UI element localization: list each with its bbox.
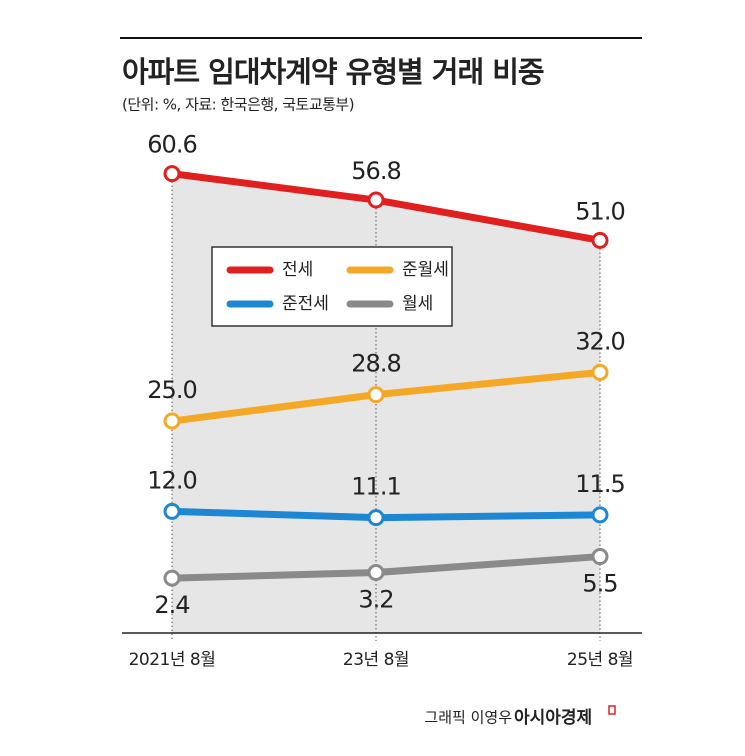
legend-box (211, 246, 453, 327)
point (163, 165, 181, 183)
legend-label: 준전세 (282, 294, 329, 314)
value-label: 11.1 (351, 473, 400, 501)
point (591, 363, 609, 381)
legend-label: 월세 (402, 294, 433, 314)
value-label: 2.4 (154, 591, 189, 619)
point (163, 569, 181, 587)
chart-title: 아파트 임대차계약 유형별 거래 비중 (122, 55, 544, 89)
point (367, 191, 385, 209)
value-label: 12.0 (147, 466, 196, 494)
value-label: 28.8 (351, 350, 400, 378)
brand: 아시아경제 (514, 708, 592, 728)
plot: 2021년 8월 23년 8월 25년 8월 60.6 56.8 51.0 25.0 28.8… (122, 131, 642, 670)
value-label: 3.2 (358, 586, 393, 614)
legend-label: 전세 (282, 260, 313, 280)
x-tick-label: 25년 8월 (567, 650, 633, 670)
x-tick-label: 23년 8월 (343, 650, 409, 670)
point (591, 231, 609, 249)
credit: 그래픽 이영우 (424, 709, 512, 727)
legend-label: 준월세 (402, 260, 449, 280)
value-label: 60.6 (147, 131, 196, 159)
value-label: 25.0 (147, 376, 196, 404)
value-label: 5.5 (582, 570, 617, 598)
point (591, 548, 609, 566)
value-label: 32.0 (575, 327, 624, 355)
value-label: 56.8 (351, 157, 400, 185)
point (591, 506, 609, 524)
point (367, 509, 385, 527)
x-tick-label: 2021년 8월 (129, 650, 216, 670)
point (163, 412, 181, 430)
value-label: 51.0 (575, 197, 624, 225)
point (367, 386, 385, 404)
brand-mark (608, 705, 616, 715)
chart-subtitle: (단위: %, 자료: 한국은행, 국토교통부) (122, 96, 354, 114)
value-label: 11.5 (575, 470, 624, 498)
point (367, 564, 385, 582)
point (163, 502, 181, 520)
